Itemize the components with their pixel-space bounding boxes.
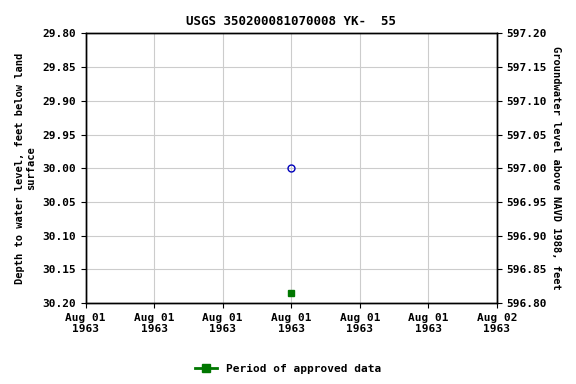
Title: USGS 350200081070008 YK-  55: USGS 350200081070008 YK- 55	[186, 15, 396, 28]
Legend: Period of approved data: Period of approved data	[191, 359, 385, 379]
Y-axis label: Groundwater level above NAVD 1988, feet: Groundwater level above NAVD 1988, feet	[551, 46, 561, 290]
Y-axis label: Depth to water level, feet below land
surface: Depth to water level, feet below land su…	[15, 53, 37, 284]
